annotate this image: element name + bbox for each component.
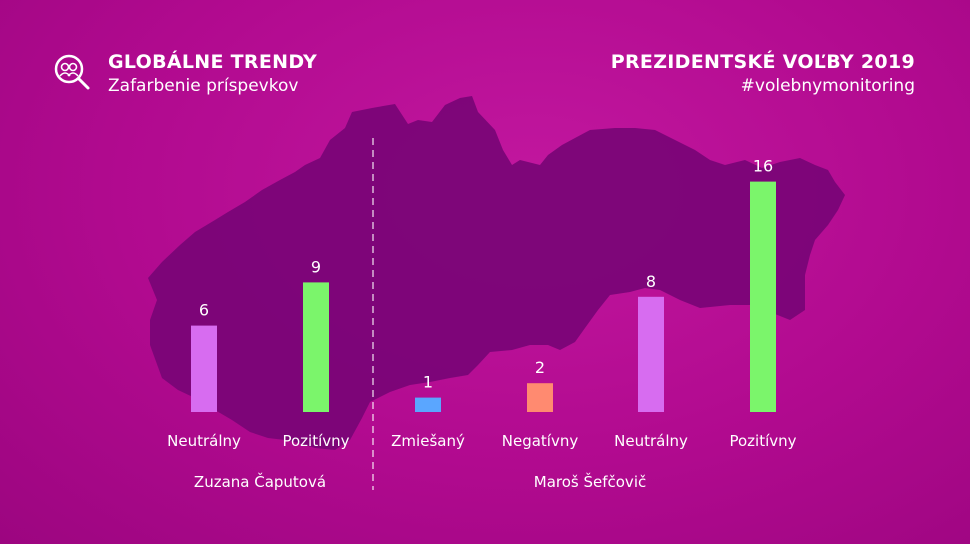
value-label: 6 [199, 301, 209, 320]
bar [750, 181, 776, 412]
value-label: 1 [423, 373, 433, 392]
bar [527, 383, 553, 412]
group-label: Zuzana Čaputová [194, 472, 326, 491]
value-label: 9 [311, 257, 321, 276]
header-left: GLOBÁLNE TRENDY Zafarbenie príspevkov [108, 50, 317, 98]
value-label: 2 [535, 358, 545, 377]
bars-layer [191, 181, 776, 412]
value-label: 8 [646, 272, 656, 291]
category-label: Neutrálny [167, 432, 241, 450]
category-label: Neutrálny [614, 432, 688, 450]
bar [638, 296, 664, 412]
value-label: 16 [753, 157, 773, 176]
chart-subtitle: Zafarbenie príspevkov [108, 76, 299, 96]
bar [415, 397, 441, 412]
category-label: Zmiešaný [391, 432, 465, 450]
category-label: Negatívny [502, 432, 579, 450]
labels-layer: 6 Neutrálny 9 Pozitívny Zuzana Čaputová 1 Zmie… [167, 157, 797, 491]
bar [191, 325, 217, 412]
event-title: PREZIDENTSKÉ VOĽBY 2019 [610, 51, 915, 73]
chart-title: GLOBÁLNE TRENDY [108, 51, 318, 73]
hashtag: #volebnymonitoring [740, 76, 915, 96]
group-label: Maroš Šefčovič [534, 472, 646, 491]
category-label: Pozitívny [729, 432, 796, 450]
magnifier-people-icon [54, 54, 90, 90]
category-label: Pozitívny [282, 432, 349, 450]
slovakia-map-silhouette [148, 96, 845, 450]
header-right: PREZIDENTSKÉ VOĽBY 2019 #volebnymonitori… [611, 50, 915, 98]
bar [303, 282, 329, 412]
